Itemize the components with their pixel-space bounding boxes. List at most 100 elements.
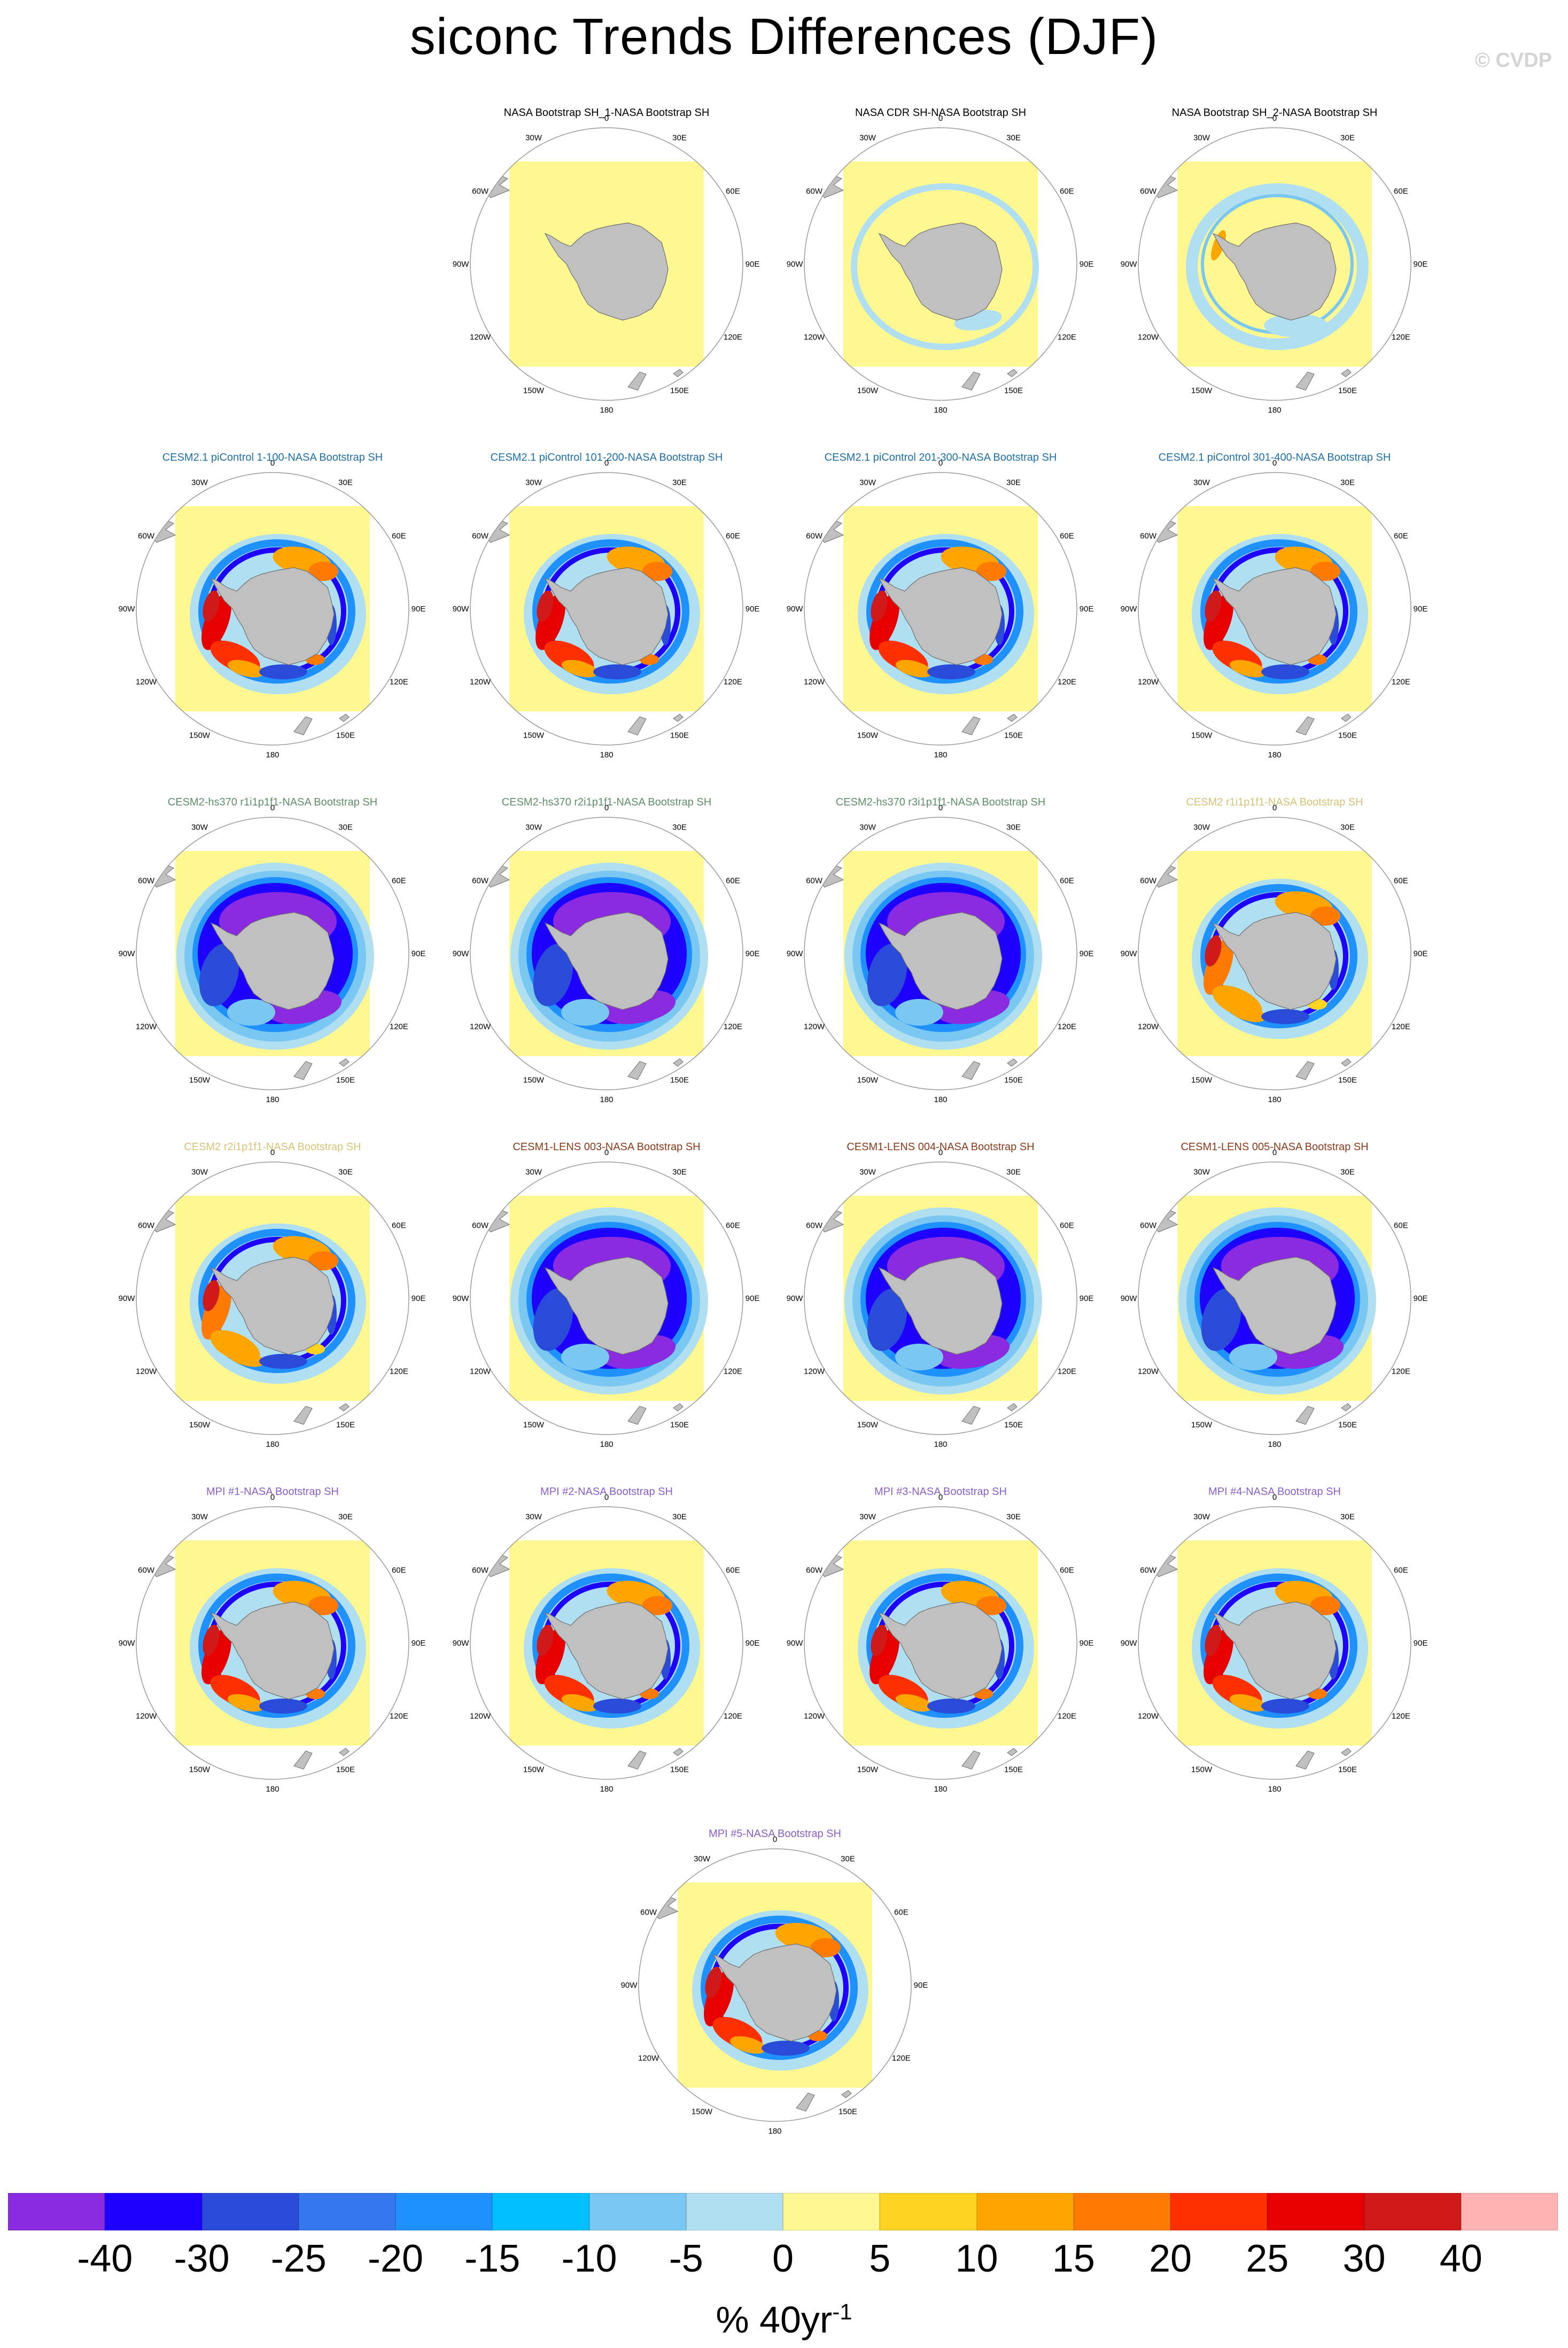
polar-map: 0 30E 60E 90E 120E 150E 180 150W 120W 90W 60W 30W xyxy=(1121,1493,1428,1794)
tasmania-land xyxy=(339,1748,350,1756)
trend-patch xyxy=(705,1966,722,1998)
longitude-label: 90W xyxy=(787,260,804,269)
longitude-label: 150E xyxy=(1004,1075,1023,1084)
longitude-label: 120E xyxy=(724,678,742,687)
trend-patch xyxy=(1205,590,1222,622)
longitude-label: 180 xyxy=(266,1095,279,1104)
polar-map: 0 30E 60E 90E 120E 150E 180 150W 120W 90W 60W 30W xyxy=(119,1148,426,1449)
panel-title: CESM2.1 piControl 1-100-NASA Bootstrap S… xyxy=(162,452,383,463)
panel-title: CESM1-LENS 003-NASA Bootstrap SH xyxy=(513,1141,701,1153)
longitude-label: 180 xyxy=(934,1095,947,1104)
tasmania-land xyxy=(841,2090,852,2098)
longitude-label: 90W xyxy=(787,1639,804,1648)
map-panel: NASA CDR SH-NASA Bootstrap SH 0 30E 60E 90E 1… xyxy=(787,107,1094,415)
longitude-label: 180 xyxy=(934,750,947,760)
trend-patch xyxy=(927,1699,975,1714)
longitude-label: 150E xyxy=(1338,386,1357,395)
longitude-label: 30W xyxy=(525,1513,542,1522)
polar-map: 0 30E 60E 90E 120E 150E 180 150W 120W 90W 60W 30W xyxy=(787,803,1094,1104)
longitude-label: 30W xyxy=(859,134,876,143)
antarctica-land xyxy=(878,567,1003,665)
trend-band xyxy=(701,1916,858,2060)
tasmania-land xyxy=(673,369,684,377)
panel-title: MPI #3-NASA Bootstrap SH xyxy=(874,1486,1007,1498)
trend-patch xyxy=(704,1970,734,2027)
trend-patch xyxy=(1205,935,1222,967)
longitude-label: 30W xyxy=(859,823,876,832)
colorbar-tick-label: 15 xyxy=(1052,2237,1095,2280)
colorbar-swatch xyxy=(1364,2193,1461,2230)
longitude-label: 90W xyxy=(453,605,470,614)
trend-patch xyxy=(259,1699,307,1714)
map-panel: CESM1-LENS 005-NASA Bootstrap SH 0 30E 60E 9… xyxy=(1121,1141,1428,1449)
longitude-label: 0 xyxy=(1272,114,1277,123)
longitude-label: 60E xyxy=(392,1566,406,1575)
new-zealand-land xyxy=(293,716,313,735)
longitude-label: 180 xyxy=(600,1785,613,1794)
colorbar-tick-label: 25 xyxy=(1246,2237,1289,2280)
trend-patch xyxy=(227,1349,265,1367)
trend-band xyxy=(1200,1574,1357,1718)
map-boundary xyxy=(804,472,1077,746)
longitude-label: 30W xyxy=(525,134,542,143)
longitude-label: 120E xyxy=(1058,333,1076,342)
map-boundary xyxy=(470,1506,743,1780)
polar-map: 0 30E 60E 90E 120E 150E 180 150W 120W 90W 60W 30W xyxy=(787,1148,1094,1449)
longitude-label: 0 xyxy=(938,114,943,123)
map-boundary xyxy=(1138,127,1411,401)
trend-patch xyxy=(871,1624,888,1656)
trend-patch xyxy=(762,2041,810,2056)
longitude-label: 180 xyxy=(1268,406,1281,415)
longitude-label: 120E xyxy=(1058,1367,1076,1376)
longitude-label: 150W xyxy=(189,731,211,740)
antarctica-land xyxy=(544,567,669,665)
trend-patch xyxy=(895,660,933,678)
longitude-label: 60E xyxy=(1060,1566,1074,1575)
longitude-label: 120E xyxy=(390,1367,408,1376)
antarctica-land xyxy=(544,1601,669,1700)
longitude-label: 120E xyxy=(724,333,742,342)
longitude-label: 150E xyxy=(1338,1765,1357,1774)
new-zealand-land xyxy=(1295,1406,1315,1425)
cvdp-watermark: © CVDP xyxy=(1474,49,1552,72)
map-boundary xyxy=(804,817,1077,1090)
longitude-label: 60E xyxy=(392,532,406,541)
longitude-label: 90W xyxy=(453,1639,470,1648)
longitude-label: 60E xyxy=(1394,1566,1408,1575)
polar-map: 0 30E 60E 90E 120E 150E 180 150W 120W 90W 60W 30W xyxy=(119,459,426,760)
longitude-label: 60W xyxy=(1140,877,1157,886)
longitude-label: 60E xyxy=(726,1221,740,1230)
longitude-label: 150E xyxy=(670,1765,689,1774)
trend-patch xyxy=(537,1624,554,1656)
longitude-label: 0 xyxy=(938,1148,943,1157)
map-panel: CESM2.1 piControl 101-200-NASA Bootstrap… xyxy=(453,452,760,760)
map-panel: NASA Bootstrap SH_1-NASA Bootstrap SH 0 30… xyxy=(453,107,760,415)
longitude-label: 60W xyxy=(1140,532,1157,541)
longitude-label: 0 xyxy=(1272,1493,1277,1502)
panel-title: NASA CDR SH-NASA Bootstrap SH xyxy=(855,107,1027,119)
map-boundary xyxy=(470,817,743,1090)
longitude-label: 90W xyxy=(453,949,470,958)
longitude-label: 120E xyxy=(724,1712,742,1721)
antarctica-land xyxy=(210,1601,335,1700)
longitude-label: 30W xyxy=(694,1855,711,1864)
longitude-label: 150E xyxy=(336,731,355,740)
longitude-label: 150E xyxy=(839,2107,857,2116)
tasmania-land xyxy=(339,1058,350,1067)
longitude-label: 180 xyxy=(600,1095,613,1104)
trend-band xyxy=(1200,884,1357,1028)
longitude-label: 150W xyxy=(1191,1075,1213,1084)
longitude-label: 60E xyxy=(392,877,406,886)
units-base: % 40yr xyxy=(716,2299,833,2341)
trend-band xyxy=(198,539,355,684)
longitude-label: 120W xyxy=(804,1712,825,1721)
longitude-label: 120W xyxy=(136,1712,157,1721)
trend-band xyxy=(1186,183,1369,350)
longitude-label: 60W xyxy=(138,1566,155,1575)
trend-patch xyxy=(1229,1344,1277,1370)
map-panel: MPI #1-NASA Bootstrap SH 0 30E 60E 90E 120E 15… xyxy=(119,1486,426,1794)
trend-patch xyxy=(871,590,888,622)
colorbar-swatch xyxy=(1073,2193,1170,2230)
map-boundary xyxy=(804,1506,1077,1780)
colorbar-swatch xyxy=(976,2193,1074,2230)
